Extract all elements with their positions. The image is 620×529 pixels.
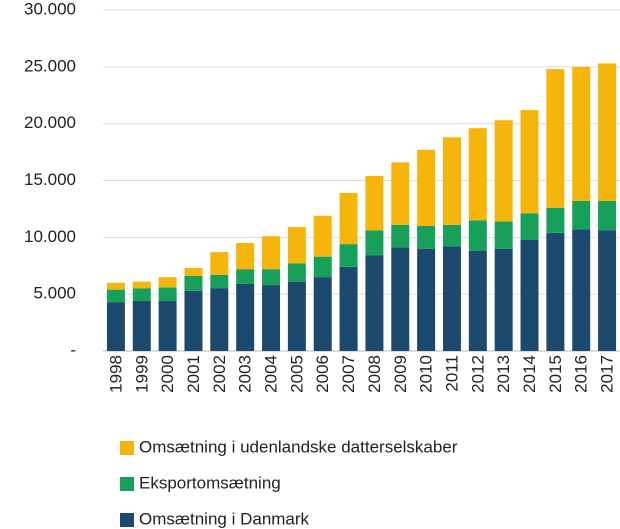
bar-segment (417, 149, 436, 226)
bar-segment (158, 287, 177, 301)
y-tick-label: 20.000 (24, 113, 76, 132)
bar-segment (210, 252, 229, 275)
bar-segment (572, 229, 591, 351)
bar-segment (287, 263, 306, 282)
bar-segment (494, 120, 513, 222)
bar-segment (287, 281, 306, 351)
bar-segment (262, 285, 281, 351)
legend-label: Omsætning i Danmark (139, 509, 310, 528)
bar-segment (520, 213, 539, 240)
bar-segment (572, 66, 591, 201)
bar-segment (262, 269, 281, 286)
bar-segment (365, 175, 384, 231)
bar-segment (236, 269, 255, 284)
bar-segment (442, 246, 461, 351)
x-tick-label: 2008 (365, 355, 384, 393)
x-tick-label: 2006 (313, 355, 332, 393)
bar-segment (546, 69, 565, 208)
bar-segment (158, 300, 177, 351)
bar-segment (468, 128, 487, 221)
x-tick-label: 2005 (287, 355, 306, 393)
x-tick-label: 1998 (106, 355, 125, 393)
bar-segment (391, 224, 410, 248)
bar-segment (313, 277, 332, 351)
bar-segment (106, 302, 125, 351)
bar-segment (391, 162, 410, 225)
bar-segment (598, 200, 617, 231)
bar-segment (262, 236, 281, 270)
y-tick-label: 10.000 (24, 227, 76, 246)
bar-segment (339, 193, 358, 245)
x-tick-label: 2015 (546, 355, 565, 393)
bar-segment (391, 247, 410, 351)
x-tick-label: 2011 (442, 355, 461, 392)
legend-swatch (120, 477, 134, 491)
bar-segment (132, 288, 151, 301)
x-tick-label: 2014 (520, 355, 539, 393)
bar-segment (339, 244, 358, 267)
bar-segment (572, 200, 591, 230)
bar-segment (442, 224, 461, 247)
x-tick-label: 2003 (236, 355, 255, 393)
x-tick-label: 2016 (572, 355, 591, 393)
x-tick-label: 2007 (339, 355, 358, 393)
legend-label: Omsætning i udenlandske datterselskaber (139, 437, 458, 456)
x-tick-label: 2000 (158, 355, 177, 393)
bar-segment (184, 275, 203, 291)
bar-segment (287, 227, 306, 264)
bar-segment (132, 281, 151, 289)
y-tick-label: - (70, 340, 76, 359)
y-tick-label: 5.000 (33, 284, 76, 303)
y-tick-label: 15.000 (24, 170, 76, 189)
x-tick-label: 2002 (210, 355, 229, 393)
bar-segment (520, 110, 539, 214)
bar-segment (365, 230, 384, 256)
bar-segment (210, 288, 229, 351)
bar-segment (494, 248, 513, 351)
legend-swatch (120, 441, 134, 455)
bar-segment (106, 289, 125, 303)
legend-label: Eksportomsætning (139, 473, 281, 492)
bar-segment (313, 256, 332, 278)
bar-segment (184, 268, 203, 276)
bar-segment (184, 290, 203, 351)
bar-segment (598, 230, 617, 351)
legend-swatch (120, 513, 134, 527)
x-tick-label: 2010 (417, 355, 436, 393)
bar-segment (417, 225, 436, 249)
bar-segment (546, 207, 565, 233)
bar-segment (520, 239, 539, 351)
x-tick-label: 1999 (132, 355, 151, 393)
bar-segment (417, 248, 436, 351)
bar-segment (442, 137, 461, 225)
bar-segment (546, 232, 565, 351)
bar-segment (365, 255, 384, 351)
bar-segment (106, 282, 125, 290)
bar-segment (598, 63, 617, 201)
x-tick-label: 2012 (468, 355, 487, 393)
bar-segment (158, 277, 177, 288)
bar-segment (236, 283, 255, 351)
x-tick-label: 2004 (262, 355, 281, 393)
x-tick-label: 2017 (598, 355, 617, 393)
bar-segment (468, 250, 487, 351)
bar-segment (339, 266, 358, 351)
bar-segment (210, 274, 229, 289)
y-tick-label: 30.000 (24, 0, 76, 18)
bar-segment (468, 220, 487, 251)
y-tick-label: 25.000 (24, 56, 76, 75)
bar-segment (313, 215, 332, 257)
x-tick-label: 2013 (494, 355, 513, 393)
bar-segment (236, 243, 255, 270)
x-tick-label: 2009 (391, 355, 410, 393)
x-tick-label: 2001 (184, 355, 203, 393)
bar-segment (132, 300, 151, 351)
bar-segment (494, 221, 513, 249)
